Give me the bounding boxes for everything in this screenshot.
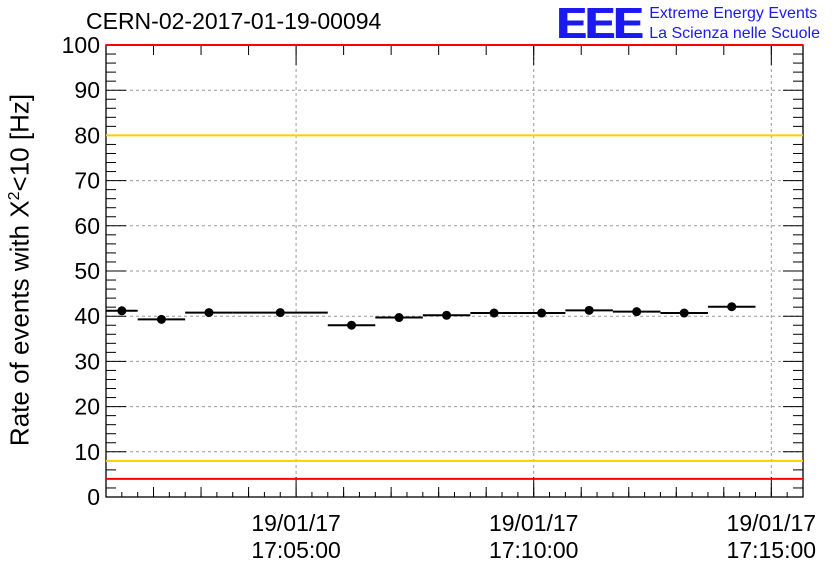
y-tick-label: 0 bbox=[87, 484, 100, 510]
y-tick-label: 20 bbox=[74, 394, 100, 420]
x-tick-time-label: 17:15:00 bbox=[727, 537, 817, 563]
data-point bbox=[275, 308, 285, 318]
y-axis-label-suffix: <10 [Hz] bbox=[4, 93, 35, 192]
data-point bbox=[537, 308, 547, 318]
data-point bbox=[156, 314, 166, 324]
x-tick-time-label: 17:05:00 bbox=[251, 537, 341, 563]
eee-logo-text: Extreme Energy Events La Scienza nelle S… bbox=[649, 4, 820, 44]
y-axis-label-prefix: Rate of events with X bbox=[4, 200, 35, 447]
data-point bbox=[727, 302, 737, 312]
data-point bbox=[442, 310, 452, 320]
y-tick-label: 40 bbox=[74, 303, 100, 329]
y-tick-label: 50 bbox=[74, 258, 100, 284]
data-point bbox=[204, 308, 214, 318]
y-tick-label: 100 bbox=[62, 32, 100, 58]
y-tick-label: 60 bbox=[74, 213, 100, 239]
y-axis-label: Rate of events with X2<10 [Hz] bbox=[5, 94, 36, 446]
x-tick-time-label: 17:10:00 bbox=[489, 537, 579, 563]
data-point bbox=[394, 313, 404, 323]
data-point bbox=[679, 308, 689, 318]
data-point bbox=[632, 307, 642, 317]
data-point bbox=[584, 305, 594, 315]
y-tick-label: 90 bbox=[74, 77, 100, 103]
data-point bbox=[489, 308, 499, 318]
y-tick-label: 70 bbox=[74, 168, 100, 194]
eee-logo: EEE Extreme Energy Events La Scienza nel… bbox=[556, 2, 820, 46]
x-tick-date-label: 19/01/17 bbox=[251, 510, 341, 536]
logo-line-1: Extreme Energy Events bbox=[649, 5, 818, 22]
chart-title: CERN-02-2017-01-19-00094 bbox=[86, 8, 382, 34]
x-tick-date-label: 19/01/17 bbox=[489, 510, 579, 536]
logo-line-2: La Scienza nelle Scuole bbox=[649, 25, 820, 42]
eee-logo-mark: EEE bbox=[556, 0, 642, 48]
data-point bbox=[117, 306, 127, 316]
data-point bbox=[347, 320, 357, 330]
y-tick-label: 30 bbox=[74, 348, 100, 374]
y-tick-label: 80 bbox=[74, 122, 100, 148]
y-axis-label-sup: 2 bbox=[5, 191, 23, 201]
y-tick-label: 10 bbox=[74, 439, 100, 465]
x-tick-date-label: 19/01/17 bbox=[727, 510, 817, 536]
